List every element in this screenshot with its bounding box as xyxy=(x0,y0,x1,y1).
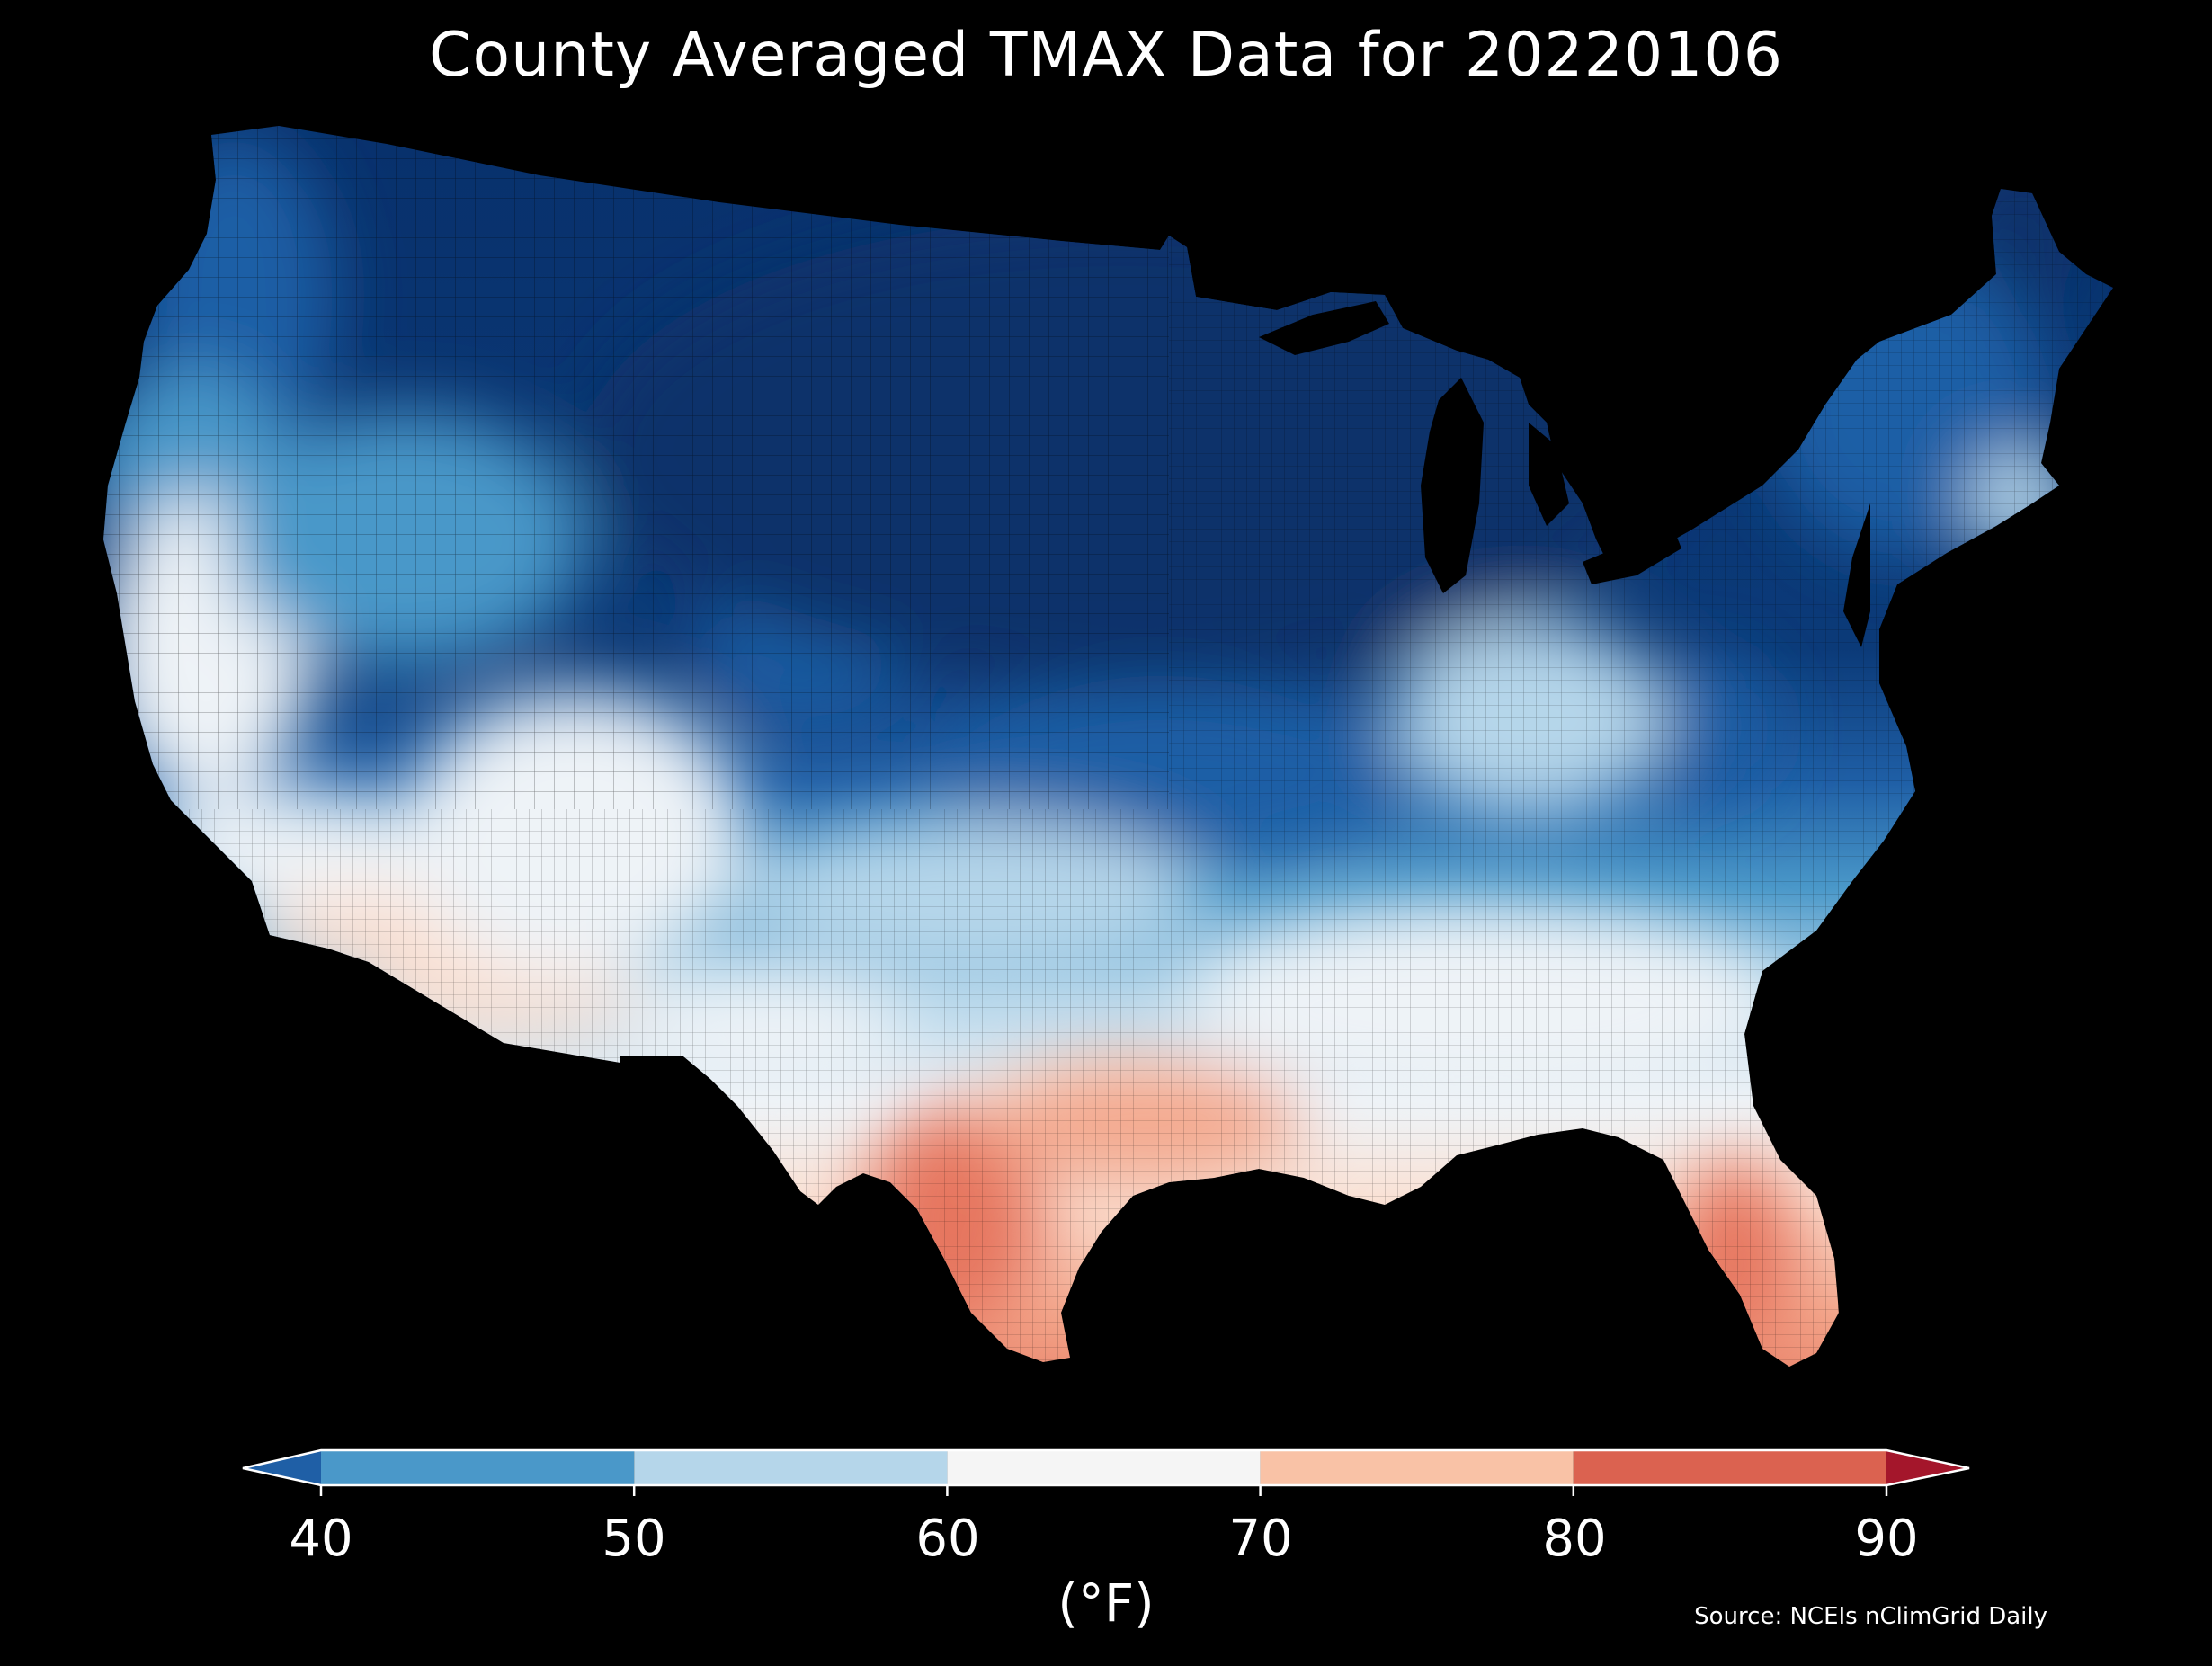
colorbar-tick-label: 80 xyxy=(1542,1510,1607,1568)
conus-counties xyxy=(103,126,2113,1367)
colorbar xyxy=(242,1448,1970,1496)
colorbar-tick-label: 90 xyxy=(1854,1510,1919,1568)
county-borders-west xyxy=(103,126,1169,809)
chesapeake-bay xyxy=(1843,503,1870,647)
colorbar-bin-80-90 xyxy=(1573,1450,1886,1485)
colorbar-under-arrow xyxy=(243,1450,321,1485)
colorbar-tick-label: 60 xyxy=(915,1510,980,1568)
water-bodies xyxy=(1259,301,1870,647)
county-borders-east xyxy=(1169,126,2113,1367)
county-borders-south xyxy=(103,809,1169,1367)
lake-superior xyxy=(1259,301,1389,355)
source-credit: Source: NCEIs nClimGrid Daily xyxy=(1694,1603,2047,1630)
colorbar-unit-label: (°F) xyxy=(1057,1572,1155,1634)
lake-michigan xyxy=(1421,378,1484,593)
colorbar-bin-50-60 xyxy=(634,1450,948,1485)
lake-erie xyxy=(1583,526,1681,584)
colorbar-bins xyxy=(321,1450,1886,1485)
colorbar-bin-40-50 xyxy=(321,1450,635,1485)
colorbar-bin-60-70 xyxy=(947,1450,1261,1485)
map-title: County Averaged TMAX Data for 20220106 xyxy=(429,20,1783,91)
colorbar-tick-label: 70 xyxy=(1228,1510,1293,1568)
colorbar-tick-label: 40 xyxy=(289,1510,353,1568)
colorbar-tick-label: 50 xyxy=(602,1510,666,1568)
colorbar-ticks xyxy=(319,1485,1888,1496)
lake-huron xyxy=(1529,423,1569,526)
colorbar-bin-70-80 xyxy=(1260,1450,1574,1485)
colorbar-over-arrow xyxy=(1886,1450,1969,1485)
